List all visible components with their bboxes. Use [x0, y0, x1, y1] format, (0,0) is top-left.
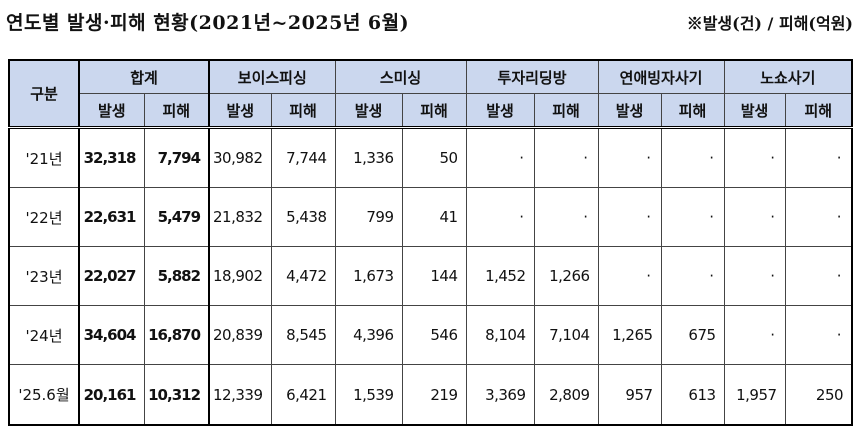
table-cell: 22,027	[78, 246, 145, 306]
table-cell: 30,982	[208, 127, 272, 188]
table-cell: 546	[401, 305, 467, 365]
table-cell: 1,452	[465, 246, 535, 306]
sub-header: 발생	[208, 93, 272, 128]
table-cell: ·	[465, 127, 535, 188]
table-cell: ·	[660, 246, 725, 306]
table-cell: ·	[597, 246, 662, 306]
table-cell: ·	[723, 127, 786, 188]
table-cell: 20,161	[78, 364, 145, 426]
table-cell: 7,744	[270, 127, 336, 188]
table-cell: 20,839	[208, 305, 272, 365]
table-cell: 12,339	[208, 364, 272, 426]
sub-header: 발생	[597, 93, 662, 128]
table-cell: 10,312	[143, 364, 210, 426]
table-cell: ·	[784, 187, 853, 247]
year-cell: '24년	[8, 305, 80, 365]
table-cell: ·	[660, 127, 725, 188]
sub-header: 발생	[723, 93, 786, 128]
table-cell: 6,421	[270, 364, 336, 426]
table-row: '22년 22,631 5,479 21,832 5,438 799 41 · · · · · ·	[8, 187, 853, 247]
table-cell: 5,479	[143, 187, 210, 247]
table-cell: 22,631	[78, 187, 145, 247]
table-cell: 4,472	[270, 246, 336, 306]
group-header: 스미싱	[334, 59, 467, 94]
sub-header: 피해	[660, 93, 725, 128]
stats-table: 구분 합계 보이스피싱 스미싱 투자리딩방 연애빙자사기 노쇼사기 발생 피해 …	[8, 59, 854, 426]
table-cell: ·	[784, 246, 853, 306]
table-cell: ·	[723, 187, 786, 247]
table-cell: 4,396	[334, 305, 403, 365]
table-row: '24년 34,604 16,870 20,839 8,545 4,396 546 8,104…	[8, 305, 853, 365]
table-cell: ·	[784, 127, 853, 188]
table-cell: ·	[533, 187, 599, 247]
table-cell: ·	[660, 187, 725, 247]
table-cell: 219	[401, 364, 467, 426]
table-cell: 21,832	[208, 187, 272, 247]
sub-header: 피해	[401, 93, 467, 128]
year-cell: '21년	[8, 127, 80, 188]
table-cell: 41	[401, 187, 467, 247]
sub-header: 발생	[465, 93, 535, 128]
table-cell: 1,957	[723, 364, 786, 426]
table-row: '21년 32,318 7,794 30,982 7,744 1,336 50 · · · · · ·	[8, 127, 853, 188]
group-header: 합계	[77, 59, 210, 94]
table-cell: ·	[597, 127, 662, 188]
table-cell: 144	[401, 246, 467, 306]
table-cell: 613	[660, 364, 725, 426]
sub-header: 발생	[78, 93, 145, 128]
table-cell: ·	[723, 246, 786, 306]
year-cell: '22년	[8, 187, 80, 247]
group-header: 노쇼사기	[723, 59, 853, 94]
table-cell: 7,104	[533, 305, 599, 365]
year-cell: '23년	[8, 246, 80, 306]
table-cell: ·	[784, 305, 853, 365]
table-row: '23년 22,027 5,882 18,902 4,472 1,673 144 1,452 1…	[8, 246, 853, 306]
year-cell: '25.6월	[8, 364, 80, 426]
table-cell: 957	[597, 364, 662, 426]
table-cell: 1,265	[597, 305, 662, 365]
table-cell: 675	[660, 305, 725, 365]
table-cell: ·	[597, 187, 662, 247]
table-cell: 7,794	[143, 127, 210, 188]
table-cell: 32,318	[78, 127, 145, 188]
table-cell: ·	[533, 127, 599, 188]
table-cell: 250	[784, 364, 853, 426]
table-cell: ·	[723, 305, 786, 365]
table-cell: 1,673	[334, 246, 403, 306]
table-cell: 8,545	[270, 305, 336, 365]
table-row: '25.6월 20,161 10,312 12,339 6,421 1,539 219 3,3…	[8, 364, 853, 426]
table-cell: 1,336	[334, 127, 403, 188]
table-cell: 5,438	[270, 187, 336, 247]
table-cell: 16,870	[143, 305, 210, 365]
table-cell: 3,369	[465, 364, 535, 426]
sub-header: 피해	[784, 93, 853, 128]
table-cell: 50	[401, 127, 467, 188]
group-header: 투자리딩방	[465, 59, 599, 94]
table-cell: 8,104	[465, 305, 535, 365]
sub-header: 피해	[143, 93, 210, 128]
table-cell: 799	[334, 187, 403, 247]
table-cell: 2,809	[533, 364, 599, 426]
sub-header: 피해	[270, 93, 336, 128]
page-title: 연도별 발생·피해 현황(2021년~2025년 6월)	[6, 12, 410, 34]
table-cell: 18,902	[208, 246, 272, 306]
table-cell: 5,882	[143, 246, 210, 306]
sub-header: 발생	[334, 93, 403, 128]
unit-note: ※발생(건) / 피해(억원)	[686, 14, 853, 33]
row-header: 구분	[8, 59, 80, 128]
table-cell: 1,266	[533, 246, 599, 306]
table-cell: ·	[465, 187, 535, 247]
group-header: 보이스피싱	[208, 59, 336, 94]
group-header: 연애빙자사기	[597, 59, 725, 94]
table-cell: 34,604	[78, 305, 145, 365]
sub-header: 피해	[533, 93, 599, 128]
table-cell: 1,539	[334, 364, 403, 426]
